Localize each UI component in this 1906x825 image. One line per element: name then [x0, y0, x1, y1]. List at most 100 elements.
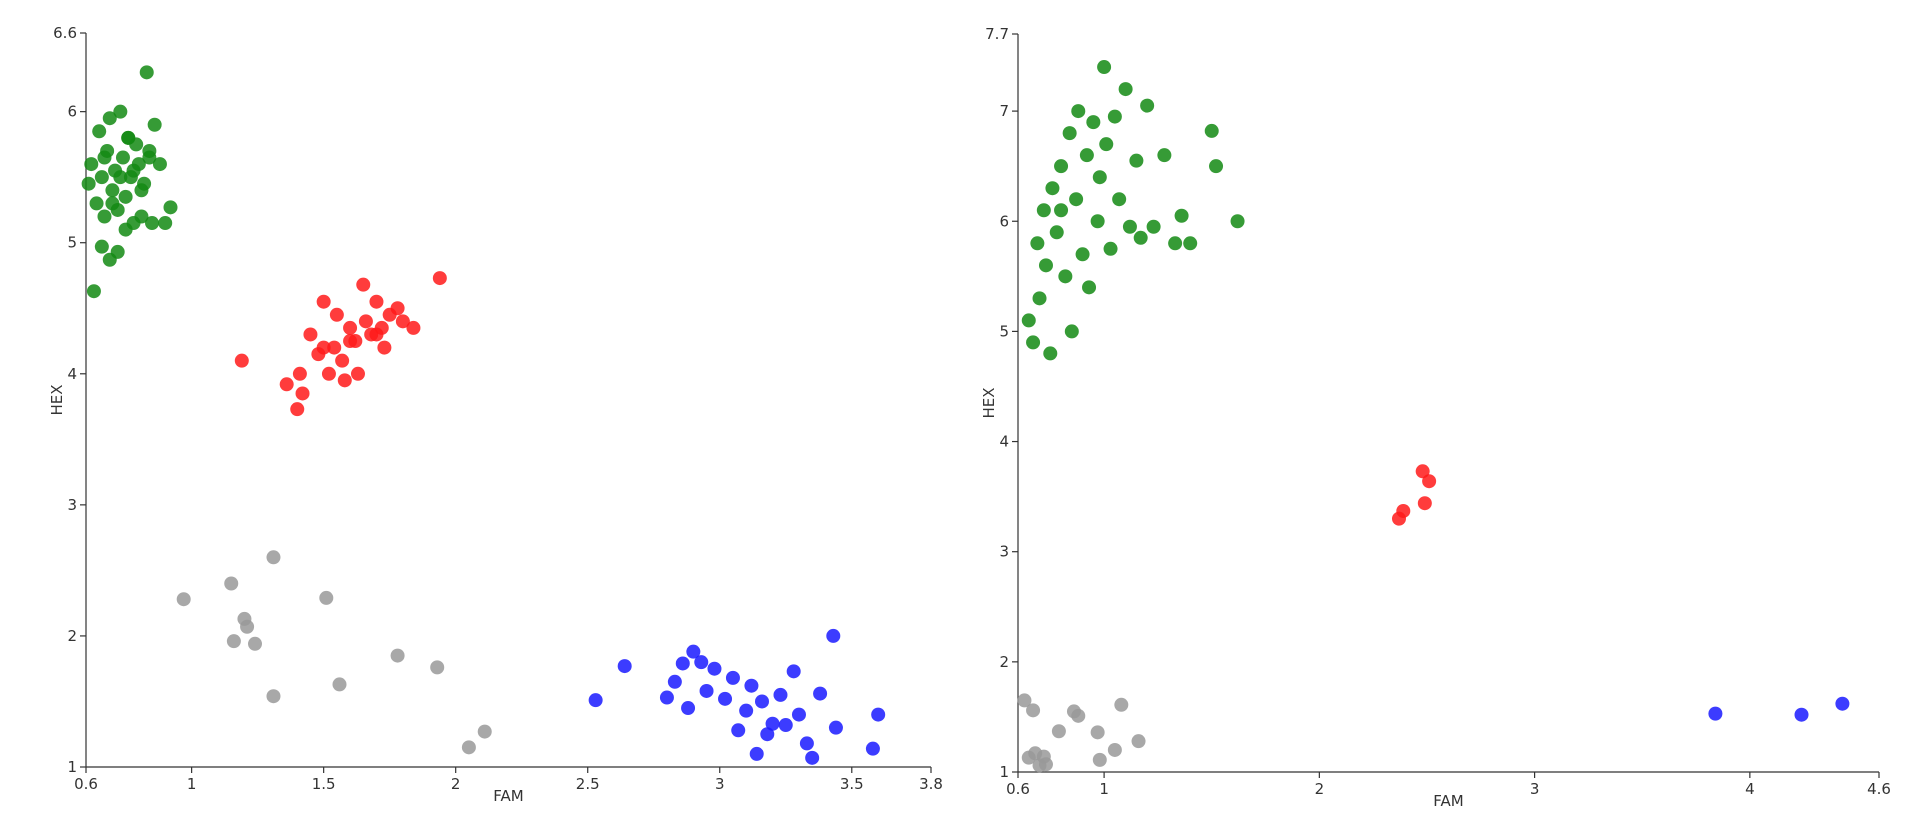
- point: [335, 353, 350, 368]
- point: [871, 707, 886, 722]
- y-tick-label: 6.6: [53, 24, 77, 42]
- y-axis-label: HEX: [48, 384, 66, 415]
- y-tick-label: 4: [999, 433, 1009, 451]
- point: [617, 659, 632, 674]
- point: [749, 746, 764, 761]
- point: [350, 366, 365, 381]
- point: [1038, 757, 1053, 772]
- point: [1107, 742, 1122, 757]
- point: [105, 196, 120, 211]
- point: [1038, 258, 1053, 273]
- point: [805, 750, 820, 765]
- point: [1017, 693, 1032, 708]
- point: [725, 670, 740, 685]
- point: [303, 327, 318, 342]
- point: [121, 130, 136, 145]
- point: [292, 366, 307, 381]
- point: [329, 307, 344, 322]
- point: [358, 314, 373, 329]
- point: [773, 687, 788, 702]
- x-tick-label: 3: [715, 775, 725, 793]
- point: [1043, 346, 1058, 361]
- point: [1030, 236, 1045, 251]
- point: [739, 703, 754, 718]
- point: [395, 314, 410, 329]
- point: [432, 271, 447, 286]
- y-tick-label: 5: [67, 234, 77, 252]
- point: [1157, 148, 1172, 163]
- point: [406, 320, 421, 335]
- point: [461, 740, 476, 755]
- point: [1092, 752, 1107, 767]
- point: [1146, 219, 1161, 234]
- point: [84, 157, 99, 172]
- point: [152, 157, 167, 172]
- point: [390, 648, 405, 663]
- point: [694, 655, 709, 670]
- x-axis-label: FAM: [493, 787, 523, 805]
- point: [1086, 115, 1101, 130]
- point: [1396, 503, 1411, 518]
- point: [316, 294, 331, 309]
- point: [681, 701, 696, 716]
- point: [115, 150, 130, 165]
- point: [477, 724, 492, 739]
- point: [113, 104, 128, 119]
- point: [1058, 269, 1073, 284]
- point: [826, 628, 841, 643]
- point: [343, 334, 358, 349]
- point: [234, 353, 249, 368]
- point: [1107, 109, 1122, 124]
- point: [332, 677, 347, 692]
- point: [1204, 123, 1219, 138]
- y-tick-label: 7: [999, 102, 1009, 120]
- point: [89, 196, 104, 211]
- x-tick-label: 2.5: [576, 775, 600, 793]
- point: [791, 707, 806, 722]
- y-tick-label: 6: [67, 103, 77, 121]
- point: [799, 736, 814, 751]
- point: [321, 366, 336, 381]
- point: [377, 340, 392, 355]
- point: [1103, 241, 1118, 256]
- point: [1183, 236, 1198, 251]
- point: [699, 683, 714, 698]
- y-tick-label: 5: [999, 322, 1009, 340]
- x-tick-label: 2: [1315, 780, 1325, 798]
- point: [1114, 697, 1129, 712]
- point: [1071, 708, 1086, 723]
- y-tick-label: 3: [67, 496, 77, 514]
- y-tick-label: 7.7: [985, 25, 1009, 43]
- point: [430, 660, 445, 675]
- point: [1140, 98, 1155, 113]
- point: [1131, 734, 1146, 749]
- point: [1129, 153, 1144, 168]
- point: [1049, 225, 1064, 240]
- point: [327, 340, 342, 355]
- point: [97, 209, 112, 224]
- point: [142, 143, 157, 158]
- point: [176, 592, 191, 607]
- point: [139, 65, 154, 80]
- x-tick-label: 0.6: [1006, 780, 1030, 798]
- point: [102, 111, 117, 126]
- y-tick-label: 1: [67, 758, 77, 776]
- point: [1064, 324, 1079, 339]
- point: [1054, 159, 1069, 174]
- point: [760, 727, 775, 742]
- point: [1417, 496, 1432, 511]
- point: [105, 183, 120, 198]
- point: [731, 723, 746, 738]
- point: [1036, 203, 1051, 218]
- x-tick-label: 4: [1745, 780, 1755, 798]
- point: [1079, 148, 1094, 163]
- x-tick-label: 3.5: [840, 775, 864, 793]
- point: [1099, 137, 1114, 152]
- point: [147, 117, 162, 132]
- y-axis-label: HEX: [980, 387, 998, 418]
- point: [126, 163, 141, 178]
- point: [92, 124, 107, 139]
- point: [1021, 313, 1036, 328]
- point: [224, 576, 239, 591]
- point: [1835, 696, 1850, 711]
